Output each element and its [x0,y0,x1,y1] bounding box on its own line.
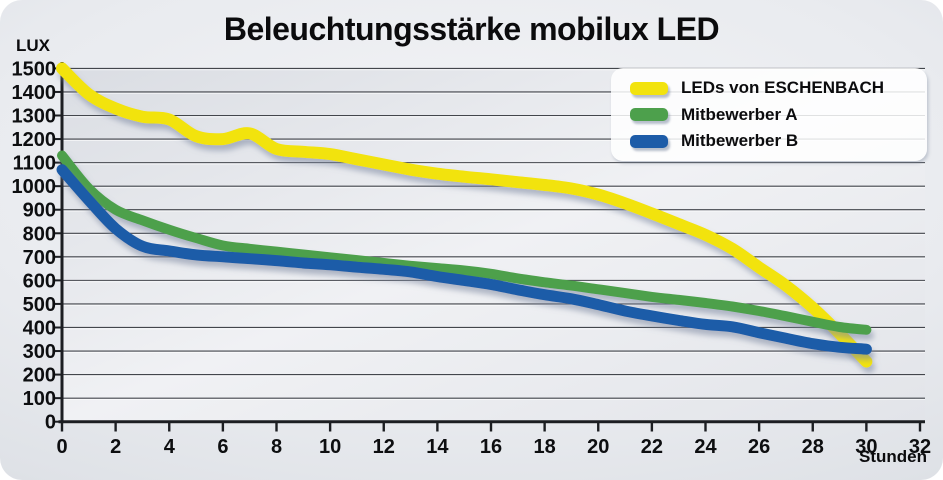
legend-item-eschenbach: LEDs von ESCHENBACH [630,78,917,98]
x-tick-label: 32 [909,436,931,458]
page-title: Beleuchtungsstärke mobilux LED [223,11,720,47]
x-tick-label: 8 [271,436,282,458]
y-tick-label: 600 [23,270,56,292]
y-tick-label: 800 [23,223,56,245]
y-tick-label: 1200 [12,129,57,151]
series-layer [56,62,873,368]
y-axis-title: LUX [16,36,50,55]
x-tick-label: 2 [110,436,121,458]
y-tick-label: 1300 [12,106,57,128]
x-tick-label: 12 [373,436,395,458]
x-tick-label: 28 [802,436,824,458]
y-tick-label: 1400 [12,82,57,104]
y-tick-label: 1100 [13,153,56,175]
x-axis-title: Stunden [859,447,927,466]
x-tick-label: 0 [56,436,67,458]
x-tick-label: 24 [694,436,717,458]
y-tick-label: 400 [23,317,56,339]
y-tick-label: 100 [23,388,56,410]
y-tick-label: 1000 [12,176,57,198]
y-tick-label: 900 [23,200,56,222]
series-line-2 [57,150,872,335]
x-tick-label: 22 [641,436,663,458]
x-tick-label: 6 [217,436,228,458]
legend-item-mitbewerber-a: Mitbewerber A [630,105,917,125]
legend-swatch-green-icon [630,108,668,121]
y-tick-label: 0 [45,412,56,434]
legend-swatch-yellow-icon [630,81,668,95]
y-tick-label: 500 [23,294,56,316]
tick-labels-layer: 0100200300400500600700800900100011001200… [12,58,932,458]
y-tick-label: 1500 [12,58,57,80]
x-tick-label: 4 [164,436,176,458]
x-tick-label: 18 [534,436,556,458]
axis-layer [55,62,925,432]
x-tick-label: 16 [480,436,502,458]
x-tick-label: 20 [587,436,609,458]
legend-label: LEDs von ESCHENBACH [681,78,885,97]
legend-swatch-blue-icon [630,134,668,148]
legend: LEDs von ESCHENBACH Mitbewerber A Mitbew… [611,68,927,161]
x-tick-label: 10 [319,436,341,458]
y-tick-label: 300 [23,341,56,363]
legend-label: Mitbewerber B [681,131,799,150]
x-tick-label: 26 [748,436,770,458]
legend-label: Mitbewerber A [681,104,798,124]
series-line-1 [56,62,873,368]
x-tick-label: 14 [426,436,449,458]
series-line-3 [56,164,872,355]
legend-item-mitbewerber-b: Mitbewerber B [630,131,917,151]
y-tick-label: 700 [23,247,56,269]
x-tick-label: 30 [855,436,877,458]
y-tick-label: 200 [23,365,56,387]
